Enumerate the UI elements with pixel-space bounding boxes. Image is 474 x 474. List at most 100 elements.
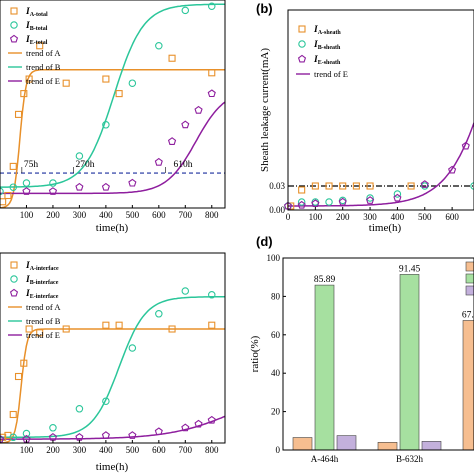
legend-label-E-sheath: IE-sheath xyxy=(313,55,341,66)
bar-B-632h-1 xyxy=(399,274,420,451)
xtick-label: 800 xyxy=(205,210,219,220)
panel-c: 100 200 300 400 500 600 700 800 time(h) IA-interf… xyxy=(0,252,226,473)
point-A-total xyxy=(14,110,23,118)
bar-E-0 xyxy=(462,320,474,451)
ytick-label: 100 xyxy=(267,253,281,263)
xtick-label: 700 xyxy=(179,210,193,220)
point-A-total xyxy=(62,79,70,87)
point-A-sheath xyxy=(352,182,360,190)
point-A-interface xyxy=(9,410,17,419)
legend-marker-E-total xyxy=(9,34,19,43)
point-A-total xyxy=(9,162,17,170)
annotation-270h: 270h xyxy=(75,160,94,170)
point-A-sheath xyxy=(311,182,319,190)
point-E-total xyxy=(181,120,190,129)
point-B-interface xyxy=(208,291,216,299)
bar-B-632h-0 xyxy=(377,442,398,451)
point-B-sheath xyxy=(393,190,402,198)
point-B-sheath xyxy=(297,198,306,206)
point-A-total xyxy=(36,42,44,50)
legend-swatch xyxy=(465,273,474,284)
point-B-total xyxy=(9,183,17,191)
point-B-interface xyxy=(181,287,190,295)
trend-line-A-total xyxy=(0,68,225,209)
ytick-label: 40 xyxy=(271,368,281,378)
legend-label-A-total: IA-total xyxy=(25,7,48,18)
y-axis-label: Sheath leakage current(mA) xyxy=(259,48,271,172)
bar-A-464h-0 xyxy=(292,437,313,451)
xtick-label: 400 xyxy=(391,212,405,222)
category-label: B-632h xyxy=(396,454,424,464)
point-E-total xyxy=(154,157,163,166)
legend-label-A-sheath: IA-sheath xyxy=(313,25,341,36)
legend-marker-B-interface xyxy=(10,275,18,283)
legend-label-trend-E: trend of E xyxy=(314,69,348,79)
ytick-label: 0 xyxy=(276,445,281,455)
point-E-total xyxy=(128,178,137,187)
point-A-total xyxy=(0,198,7,206)
point-A-interface xyxy=(20,359,28,367)
point-E-total xyxy=(194,105,203,114)
x-axis-label: time(h) xyxy=(369,222,402,234)
point-A-interface xyxy=(14,372,23,381)
ytick-label: 60 xyxy=(271,330,281,340)
point-A-sheath xyxy=(407,182,415,190)
point-B-total xyxy=(181,6,190,15)
point-A-sheath xyxy=(298,186,306,194)
point-B-sheath xyxy=(325,198,333,206)
xtick-label: 300 xyxy=(73,445,87,455)
point-B-total xyxy=(0,187,4,196)
point-B-total xyxy=(208,2,216,10)
point-B-sheath xyxy=(366,194,374,202)
point-A-sheath xyxy=(366,182,374,190)
point-B-total xyxy=(49,179,57,187)
point-B-total xyxy=(128,79,137,87)
point-E-interface xyxy=(207,415,216,424)
xtick-label: 300 xyxy=(73,210,87,220)
trend-line-B-interface xyxy=(0,295,226,439)
point-E-sheath xyxy=(420,180,429,188)
point-B-interface xyxy=(155,310,163,318)
legend-label-trend-A: trend of A xyxy=(26,302,61,312)
point-E-interface xyxy=(128,431,137,439)
ytick-label: 80 xyxy=(271,291,281,301)
trend-line-E-total xyxy=(0,101,226,195)
legend-label-B-total: IB-total xyxy=(25,21,48,32)
xtick-label: 800 xyxy=(205,445,219,455)
legend-label-A-interface: IA-interface xyxy=(25,261,59,272)
point-E-sheath xyxy=(448,165,457,174)
xtick-label: 500 xyxy=(418,212,432,222)
legend-label-trend-E: trend of E xyxy=(26,330,60,340)
axes-frame xyxy=(0,0,226,209)
axes-frame xyxy=(287,9,474,211)
point-A-total xyxy=(115,90,123,98)
xtick-label: 600 xyxy=(152,445,166,455)
point-B-interface xyxy=(75,405,84,413)
point-B-interface xyxy=(22,429,31,438)
point-E-interface xyxy=(154,427,163,436)
y-axis-label: ratio(%) xyxy=(249,335,261,372)
point-A-sheath xyxy=(339,182,347,190)
trend-line-B-total xyxy=(0,3,225,188)
legend-marker-A-interface xyxy=(10,261,18,269)
point-B-sheath xyxy=(421,182,429,190)
panel-a: 100 200 300 400 500 600 700 800 time(h) 75h 270h 61… xyxy=(0,0,226,234)
xtick-label: 400 xyxy=(99,445,113,455)
legend-label-trend-B: trend of B xyxy=(26,62,61,72)
point-A-interface xyxy=(36,329,44,337)
legend-label-trend-B: trend of B xyxy=(26,316,61,326)
legend-label-B-sheath: IB-sheath xyxy=(313,40,341,51)
ytick-label: 0.00 xyxy=(269,205,285,215)
point-E-total xyxy=(167,137,177,145)
legend-marker-B-sheath xyxy=(298,40,306,48)
xtick-label: 500 xyxy=(126,210,140,220)
point-E-sheath xyxy=(311,199,320,208)
xtick-label: 0 xyxy=(286,212,291,222)
axes-frame xyxy=(282,257,474,451)
trend-line-E-interface xyxy=(0,415,226,440)
point-E-interface xyxy=(0,434,5,443)
data-label: 91.45 xyxy=(399,264,421,274)
point-E-total xyxy=(101,182,110,191)
point-E-total xyxy=(22,187,31,195)
